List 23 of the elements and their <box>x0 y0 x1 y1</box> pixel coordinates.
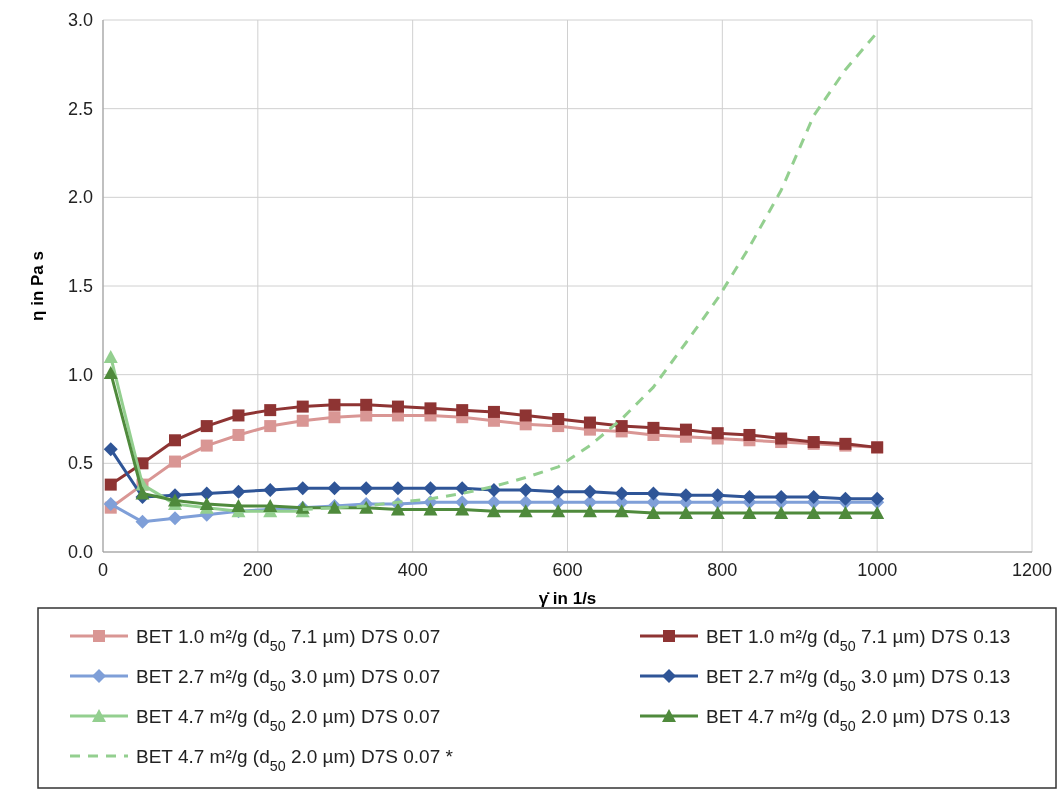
legend-label: BET 1.0 m²/g (d$_{50}$ 7.1 µm) D7S 0.07 <box>136 626 441 654</box>
y-tick-label: 3.0 <box>67 10 93 30</box>
x-tick-label: 0 <box>97 560 109 580</box>
legend-label: BET 1.0 m²/g (d$_{50}$ 7.1 µm) D7S 0.13 <box>706 626 1011 654</box>
legend-label: BET 4.7 m²/g (d$_{50}$ 2.0 µm) D7S 0.07 * <box>136 746 454 774</box>
x-tick-label: 200 <box>242 560 273 580</box>
y-axis-title: η in Pa s <box>28 251 47 321</box>
x-tick-label: 1000 <box>857 560 898 580</box>
x-tick-label: 1200 <box>1011 560 1053 580</box>
legend-label: BET 4.7 m²/g (d$_{50}$ 2.0 µm) D7S 0.07 <box>136 706 441 734</box>
y-tick-label: 1.5 <box>67 276 93 296</box>
y-tick-label: 0.5 <box>67 453 93 474</box>
y-tick-label: 0.0 <box>67 542 93 562</box>
x-axis-title: γ̇ in 1/s <box>538 589 597 608</box>
y-tick-label: 2.5 <box>67 98 93 119</box>
y-tick-label: 1.0 <box>67 364 93 385</box>
x-tick-label: 800 <box>707 560 738 580</box>
x-tick-label: 600 <box>552 560 583 580</box>
x-tick-label: 400 <box>397 560 428 580</box>
legend-label: BET 2.7 m²/g (d$_{50}$ 3.0 µm) D7S 0.13 <box>706 666 1011 694</box>
legend-label: BET 4.7 m²/g (d$_{50}$ 2.0 µm) D7S 0.13 <box>706 706 1011 734</box>
legend-label: BET 2.7 m²/g (d$_{50}$ 3.0 µm) D7S 0.07 <box>136 666 441 694</box>
y-tick-label: 2.0 <box>67 187 93 208</box>
